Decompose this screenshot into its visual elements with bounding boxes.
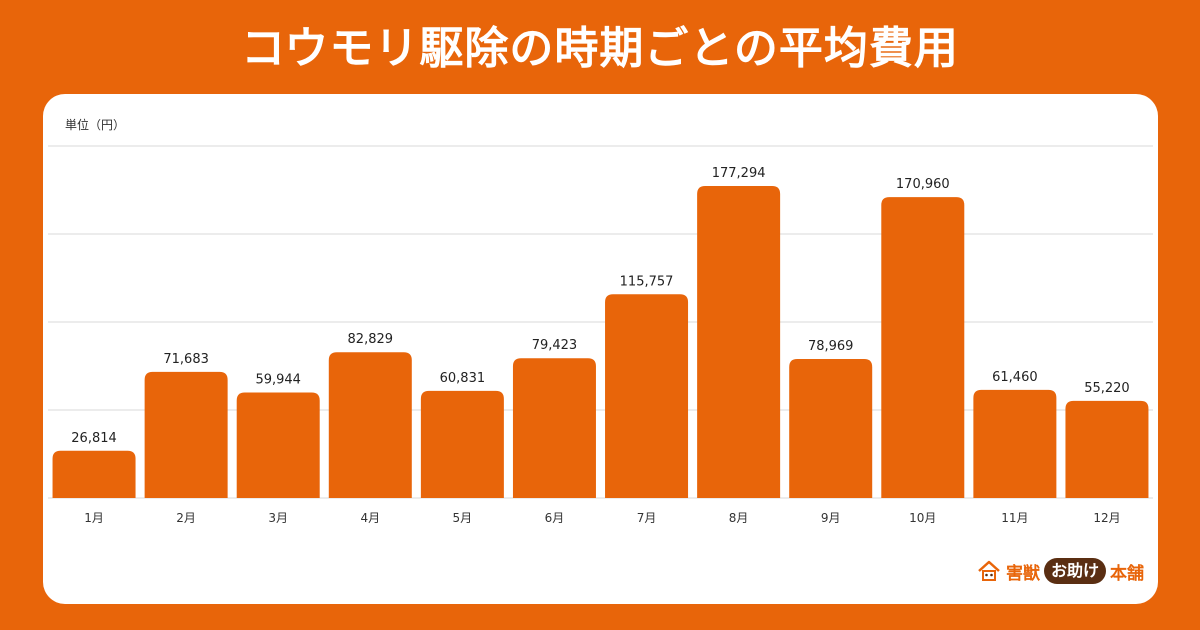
data-label: 82,829 [348,332,394,347]
brand-text-3: 本舗 [1110,563,1144,584]
data-label: 60,831 [440,371,486,386]
data-label: 177,294 [712,166,766,181]
x-tick-label: 5月 [453,511,473,525]
bar-10月 [881,197,965,498]
data-label: 55,220 [1084,381,1130,396]
x-tick-label: 1月 [84,511,104,525]
data-label: 59,944 [255,372,301,387]
chart-title: コウモリ駆除の時期ごとの平均費用 [241,23,959,74]
data-label: 79,423 [532,338,578,353]
bar-7月 [605,294,689,498]
x-tick-label: 12月 [1093,511,1120,525]
bar-2月 [144,371,228,498]
bar-1月 [52,450,136,498]
bar-5月 [420,390,504,498]
bar-3月 [236,392,320,498]
data-label: 71,683 [163,352,209,367]
data-label: 170,960 [896,177,950,192]
bar-9月 [789,359,873,498]
bar-12月 [1065,400,1149,498]
brand-text-2: お助け [1043,558,1106,584]
x-tick-label: 10月 [909,511,936,525]
bar-8月 [697,185,781,498]
data-label: 78,969 [808,339,854,354]
house-logo-icon [978,560,1000,581]
x-tick-label: 9月 [821,511,841,525]
unit-label: 単位（円） [65,118,126,132]
data-label: 26,814 [71,431,117,446]
x-tick-label: 6月 [545,511,565,525]
x-tick-label: 11月 [1001,511,1028,525]
bar-6月 [512,358,596,498]
brand-text-1: 害獣 [1005,563,1040,584]
x-tick-label: 8月 [729,511,749,525]
x-tick-label: 7月 [637,511,657,525]
chart-panel: 単位（円） 26,814 1月 71,683 2月 59,944 3月 82,829 4月 60… [43,94,1158,604]
bar-11月 [973,389,1057,498]
x-tick-label: 3月 [268,511,288,525]
x-tick-label: 4月 [360,511,380,525]
x-tick-label: 2月 [176,511,196,525]
data-label: 61,460 [992,370,1038,385]
data-label: 115,757 [620,274,674,289]
bar-4月 [328,352,412,498]
bar-chart: 26,814 1月 71,683 2月 59,944 3月 82,829 4月 60,831 5月… [48,145,1153,525]
brand-logo: 害獣 お助け 本舗 [976,556,1144,586]
